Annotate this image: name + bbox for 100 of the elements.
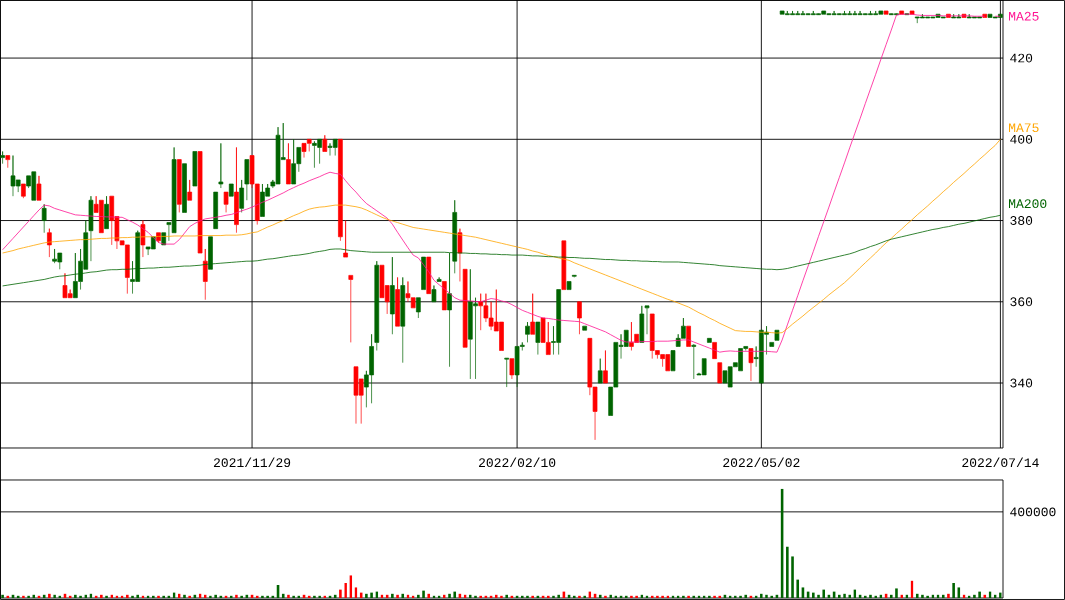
candlestick	[639, 305, 645, 343]
candlestick	[41, 203, 47, 234]
candlestick	[213, 191, 218, 230]
y-tick-label: 400	[1010, 134, 1033, 144]
series-label: MA25	[1009, 11, 1039, 21]
bar	[682, 595, 685, 598]
candlestick	[603, 350, 608, 384]
candlestick	[748, 348, 754, 382]
candlestick	[769, 342, 775, 347]
bar	[687, 595, 690, 598]
x-tick-label: 2021/11/29	[213, 457, 291, 468]
candlestick	[228, 183, 234, 197]
candlestick	[286, 143, 291, 185]
bar	[713, 595, 716, 598]
y-tick-label: 400000	[1010, 507, 1056, 517]
candlestick	[899, 10, 904, 15]
candlestick	[21, 183, 26, 199]
bar	[365, 593, 368, 598]
bar	[152, 595, 155, 598]
bar	[838, 594, 841, 598]
bar	[453, 591, 457, 598]
bar	[422, 590, 425, 598]
candlestick	[176, 159, 182, 213]
bar	[105, 595, 108, 598]
candlestick	[644, 305, 650, 335]
bar	[578, 595, 581, 598]
bar	[598, 594, 602, 598]
bar	[947, 593, 950, 598]
y-tick-label: 380	[1010, 216, 1033, 225]
bar	[162, 595, 165, 598]
candlestick	[525, 321, 530, 343]
bar	[739, 595, 742, 598]
bar	[401, 593, 405, 598]
candlestick	[400, 277, 406, 364]
bar	[188, 595, 191, 598]
bar	[812, 592, 815, 598]
candlestick	[234, 147, 239, 234]
bar	[650, 595, 654, 598]
x-tick-label: 2022/05/02	[723, 457, 800, 468]
bar	[479, 595, 483, 598]
bar	[624, 595, 628, 598]
bar	[889, 594, 893, 598]
candlestick	[504, 357, 510, 388]
bar	[448, 593, 451, 598]
bar	[79, 595, 82, 598]
bar	[100, 594, 103, 598]
bar	[796, 579, 800, 598]
bar	[214, 594, 217, 598]
bar	[744, 594, 748, 598]
bar	[635, 595, 638, 598]
bar	[505, 594, 508, 598]
candlestick	[338, 138, 343, 242]
candlestick	[577, 301, 582, 335]
candlestick	[0, 151, 5, 165]
candlestick	[192, 151, 198, 187]
bar	[131, 595, 134, 598]
candlestick	[416, 297, 421, 319]
bar	[74, 594, 77, 598]
x-tick-label: 2022/02/10	[479, 457, 556, 468]
candlestick	[442, 281, 447, 311]
bar	[370, 592, 373, 598]
bar	[770, 595, 774, 598]
bar	[661, 595, 664, 598]
series-label: MA200	[1009, 199, 1047, 209]
candlestick	[395, 277, 400, 327]
bar	[708, 595, 711, 598]
candlestick	[208, 236, 213, 270]
bar	[604, 595, 607, 598]
candlestick	[686, 325, 691, 347]
x-tick-label: 2022/07/14	[962, 457, 1039, 468]
candlestick	[582, 325, 587, 331]
bar	[307, 595, 311, 598]
bar	[266, 595, 269, 598]
bar	[895, 588, 898, 598]
bar	[572, 595, 576, 598]
candlestick	[909, 10, 915, 15]
y-tick-label: 360	[1010, 297, 1033, 307]
candlestick	[530, 293, 536, 335]
bar	[157, 595, 160, 598]
bar	[427, 593, 431, 598]
series-label: MA75	[1009, 123, 1039, 133]
candlestick	[223, 191, 229, 213]
bar	[869, 594, 872, 598]
candlestick	[629, 321, 634, 351]
candlestick	[244, 159, 250, 201]
candlestick	[566, 281, 572, 290]
candlestick	[670, 350, 676, 372]
candlestick	[322, 134, 328, 152]
candlestick	[717, 362, 723, 384]
candlestick	[374, 260, 380, 351]
bar	[281, 593, 285, 598]
candlestick	[436, 277, 442, 282]
bar	[313, 595, 316, 598]
candlestick	[712, 342, 717, 359]
bar	[48, 593, 51, 598]
bar	[417, 594, 420, 598]
candlestick	[36, 175, 42, 201]
candlestick	[597, 358, 603, 384]
bar	[718, 595, 722, 598]
candlestick	[343, 220, 348, 258]
